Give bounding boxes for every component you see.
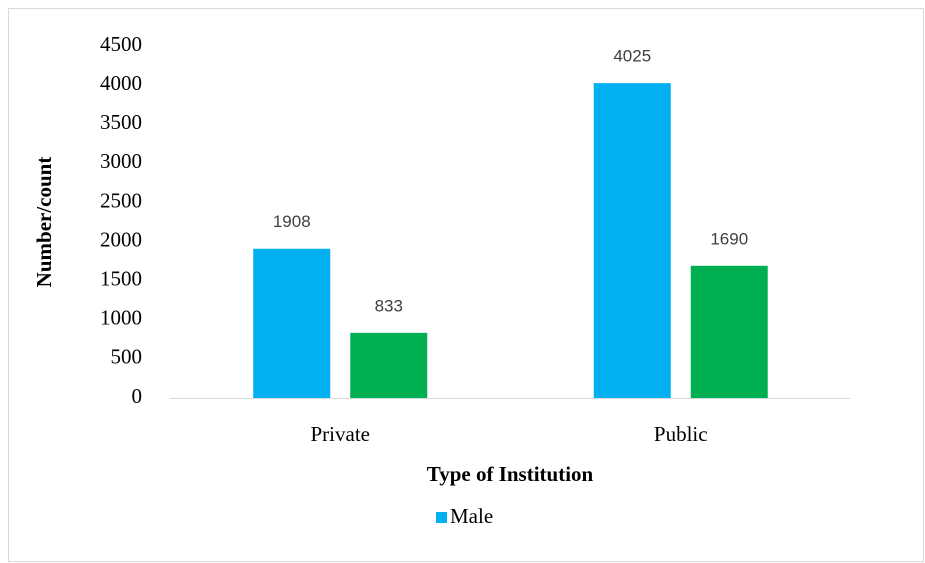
legend-swatch <box>436 512 447 523</box>
y-tick-label: 1500 <box>100 266 142 290</box>
y-axis-title: Number/count <box>32 157 56 288</box>
y-tick-label: 2500 <box>100 188 142 212</box>
y-tick-label: 4000 <box>100 71 142 95</box>
data-label: 1690 <box>710 229 748 248</box>
data-label: 1908 <box>273 212 311 231</box>
y-tick-label: 4500 <box>100 32 142 56</box>
bar <box>593 83 671 399</box>
y-tick-label: 500 <box>111 345 143 369</box>
legend-label: Male <box>450 504 493 528</box>
y-tick-label: 3500 <box>100 110 142 134</box>
x-tick-label: Private <box>311 422 370 446</box>
x-tick-label: Public <box>654 422 708 446</box>
y-tick-label: 2000 <box>100 227 142 251</box>
x-axis-title: Type of Institution <box>427 462 594 486</box>
data-label: 833 <box>375 296 403 315</box>
bar <box>690 265 768 398</box>
chart-border <box>8 8 924 562</box>
y-tick-label: 3000 <box>100 149 142 173</box>
y-tick-label: 1000 <box>100 306 142 330</box>
data-label: 4025 <box>613 47 651 66</box>
bar <box>350 332 428 398</box>
bar <box>253 248 331 398</box>
y-tick-label: 0 <box>132 384 143 408</box>
